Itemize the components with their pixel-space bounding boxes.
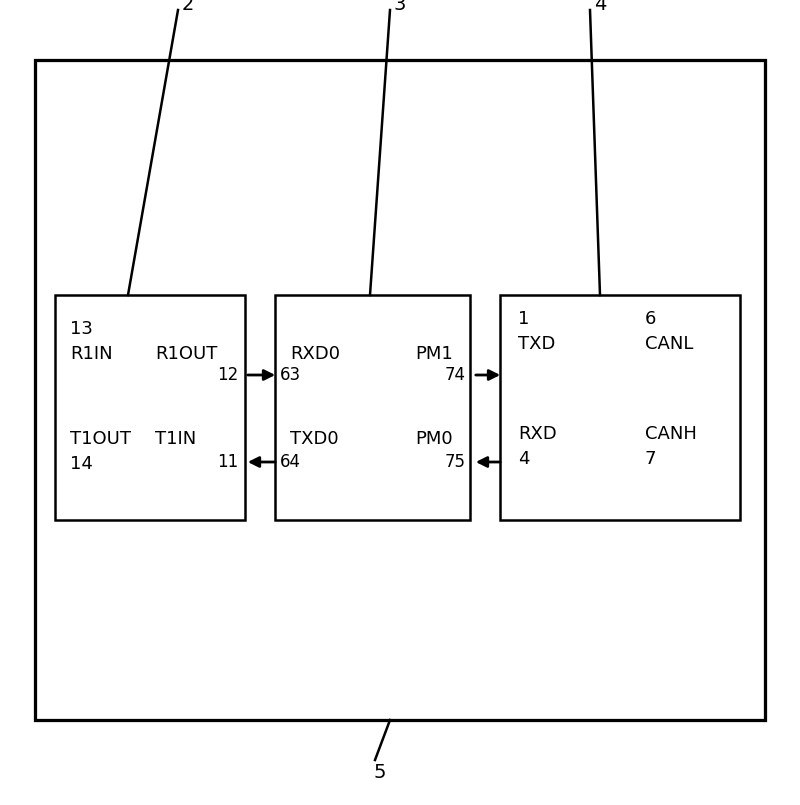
Text: TXD0: TXD0 (290, 430, 338, 448)
Text: 7: 7 (645, 450, 657, 468)
Text: 2: 2 (182, 0, 194, 14)
Text: CANH: CANH (645, 425, 697, 443)
Text: R1OUT: R1OUT (155, 345, 218, 363)
Bar (500, 295, 740, 520)
Text: 63: 63 (280, 366, 301, 384)
Text: PM0: PM0 (415, 430, 453, 448)
Text: 5: 5 (374, 762, 386, 782)
Text: 1: 1 (518, 310, 530, 328)
Text: 12: 12 (217, 366, 238, 384)
Text: 6: 6 (645, 310, 656, 328)
Text: CANL: CANL (645, 335, 694, 353)
Text: R1IN: R1IN (70, 345, 113, 363)
Bar (275, 295, 470, 520)
Text: RXD0: RXD0 (290, 345, 340, 363)
Text: TXD: TXD (518, 335, 555, 353)
Bar (55, 295, 245, 520)
Text: 3: 3 (394, 0, 406, 14)
Bar (35, 60, 765, 720)
Text: 11: 11 (217, 453, 238, 471)
Text: 4: 4 (518, 450, 530, 468)
Text: PM1: PM1 (415, 345, 453, 363)
Text: T1OUT: T1OUT (70, 430, 131, 448)
Text: 75: 75 (445, 453, 466, 471)
Text: 13: 13 (70, 320, 93, 338)
Text: 4: 4 (594, 0, 606, 14)
Text: T1IN: T1IN (155, 430, 196, 448)
Text: 64: 64 (280, 453, 301, 471)
Text: 74: 74 (445, 366, 466, 384)
Text: RXD: RXD (518, 425, 557, 443)
Text: 14: 14 (70, 455, 93, 473)
